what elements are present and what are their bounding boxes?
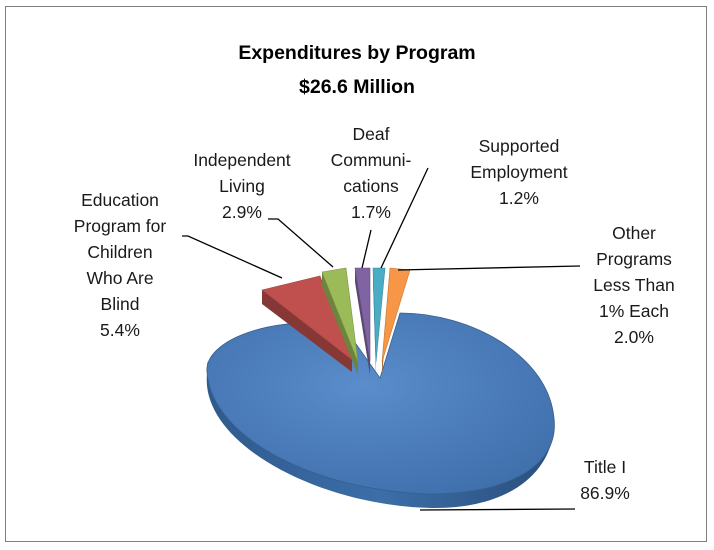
data-label-other: Other Programs Less Than 1% Each 2.0% [593,223,674,347]
data-label-value-title1: 86.9% [580,483,630,503]
slice-side-indep [322,272,358,375]
data-label-support: Supported Employment 1.2% [470,136,567,208]
slice-support [372,267,386,363]
data-label-value-support: 1.2% [499,188,539,208]
chart-title: Expenditures by Program [238,42,475,64]
data-label-line-title1: Title I [584,457,626,477]
leader-line-title1 [419,508,576,511]
data-label-line-deaf: Deaf [353,124,390,144]
leader-line-support [380,167,429,269]
data-label-line-edu: Blind [101,294,140,314]
leader-line-deaf [361,229,372,269]
data-label-line-other: Programs [596,249,672,269]
slice-side-deaf [355,268,370,375]
data-label-line-other: Other [612,223,656,243]
leader-line-other [397,265,581,271]
data-label-deaf: Deaf Communi-cations 1.7% [331,124,412,222]
slice-side-title1 [206,360,554,509]
data-label-line-support: Employment [470,162,567,182]
slice-other [381,267,411,363]
data-label-line-indep: Independent [193,150,290,170]
slice-indep [321,267,359,363]
data-label-title1: Title I 86.9% [580,457,630,503]
data-label-line-edu: Program for [74,216,167,236]
data-label-value-deaf: 1.7% [351,202,391,222]
data-label-line-other: Less Than [593,275,674,295]
data-label-line-deaf: cations [343,176,399,196]
data-label-value-other: 2.0% [614,327,654,347]
data-label-indep: Independent Living 2.9% [193,150,290,222]
data-label-line-deaf: Communi- [331,150,412,170]
data-label-line-indep: Living [219,176,265,196]
chart-subtitle: $26.6 Million [299,76,415,98]
data-label-line-edu: Children [87,242,152,262]
data-label-value-indep: 2.9% [222,202,262,222]
data-label-value-edu: 5.4% [100,320,140,340]
data-label-line-edu: Who Are [86,268,153,288]
data-label-line-other: 1% Each [599,301,669,321]
data-label-edu: Education Program for Children Who Are Blind… [74,190,167,340]
slice-side-edu [262,290,352,372]
leader-line-edu [182,235,283,279]
data-label-line-edu: Education [81,190,159,210]
slice-title1 [206,312,555,495]
leader-line-indep [268,218,334,268]
data-label-line-support: Supported [479,136,560,156]
